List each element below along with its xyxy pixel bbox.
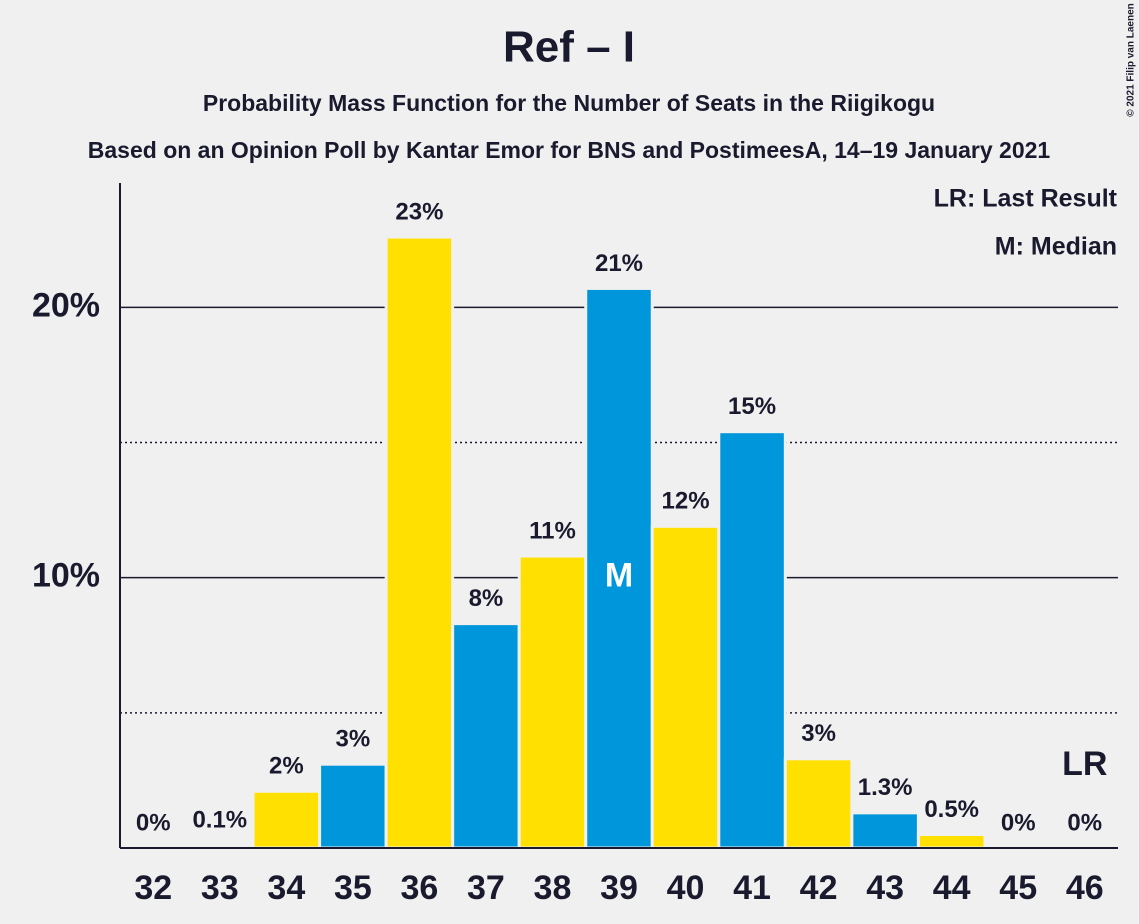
x-tick-label: 46 xyxy=(1066,869,1104,907)
value-label: 23% xyxy=(395,198,443,225)
value-label: 21% xyxy=(595,250,643,277)
bar xyxy=(850,811,920,850)
x-tick-label: 41 xyxy=(733,869,771,907)
x-tick-label: 35 xyxy=(334,869,372,907)
value-label: 0% xyxy=(136,809,171,836)
credit: © 2021 Filip van Laenen xyxy=(1126,3,1137,117)
bar xyxy=(384,235,455,850)
median-marker: M xyxy=(605,557,633,595)
value-label: 11% xyxy=(529,517,576,544)
value-label: 12% xyxy=(662,488,710,515)
value-label: 0.5% xyxy=(924,796,979,823)
chart-title: Ref – I xyxy=(503,23,635,72)
value-label: 8% xyxy=(469,585,504,612)
legend-entry: LR: Last Result xyxy=(934,185,1118,213)
last-result-marker: LR xyxy=(1062,745,1107,783)
bar xyxy=(650,524,721,850)
x-tick-label: 36 xyxy=(400,869,438,907)
bar xyxy=(717,430,787,850)
bar xyxy=(517,554,588,850)
bar xyxy=(318,762,388,850)
legend-entry: M: Median xyxy=(995,233,1117,261)
bar xyxy=(916,832,987,850)
value-label: 0.1% xyxy=(192,807,247,834)
value-label: 1.3% xyxy=(858,774,913,801)
value-label: 3% xyxy=(336,726,371,753)
x-tick-label: 45 xyxy=(999,869,1037,907)
x-tick-label: 34 xyxy=(267,869,305,907)
x-tick-label: 39 xyxy=(600,869,638,907)
x-tick-label: 43 xyxy=(866,869,904,907)
value-label: 15% xyxy=(728,393,776,420)
x-tick-label: 38 xyxy=(534,869,572,907)
value-label: 0% xyxy=(1067,809,1102,836)
bar xyxy=(251,789,322,850)
y-tick-label: 20% xyxy=(32,286,100,324)
bar xyxy=(451,622,521,850)
value-label: 0% xyxy=(1001,809,1036,836)
y-tick-label: 10% xyxy=(32,557,100,595)
chart-subtitle: Probability Mass Function for the Number… xyxy=(203,90,935,116)
chart-subtitle: Based on an Opinion Poll by Kantar Emor … xyxy=(88,137,1051,163)
x-tick-label: 32 xyxy=(134,869,172,907)
x-tick-label: 42 xyxy=(800,869,838,907)
x-tick-label: 40 xyxy=(667,869,705,907)
bar xyxy=(783,757,854,850)
bar xyxy=(584,286,654,850)
value-label: 2% xyxy=(269,753,304,780)
x-tick-label: 37 xyxy=(467,869,505,907)
value-label: 3% xyxy=(801,720,836,747)
x-tick-label: 44 xyxy=(933,869,971,907)
x-tick-label: 33 xyxy=(201,869,239,907)
